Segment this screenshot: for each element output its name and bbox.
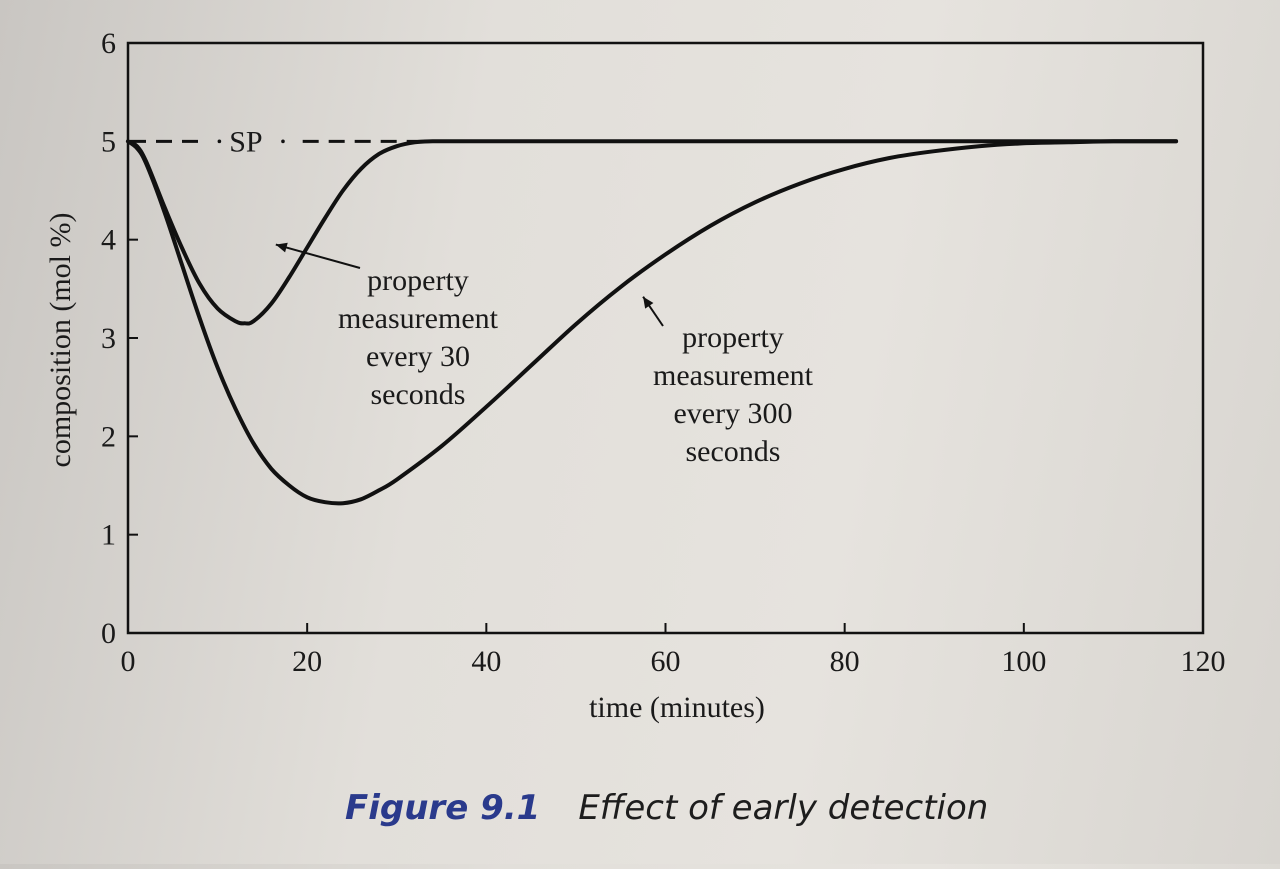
y-tick-label: 1 (101, 519, 116, 552)
y-tick-label: 0 (101, 617, 116, 650)
x-tick-label: 60 (651, 645, 681, 678)
figure-title: Effect of early detection (578, 788, 989, 828)
annotation-text: measurement (653, 359, 814, 392)
annotation-text: property (682, 321, 784, 354)
y-tick-label: 5 (101, 125, 116, 158)
annotations: property measurement every 30 seconds proper… (275, 242, 814, 468)
annotation-text: property (367, 264, 469, 297)
setpoint-label: SP (229, 125, 262, 158)
figure-number: Figure 9.1 (345, 788, 541, 828)
annotation-arrowhead (275, 242, 288, 253)
annotation-text: every 30 (366, 340, 470, 373)
plot-area-border (126, 41, 1205, 635)
x-tick-label: 120 (1181, 645, 1226, 678)
setpoint-dot (281, 139, 285, 144)
annotation-text: seconds (371, 378, 466, 411)
x-tick-label: 80 (830, 645, 860, 678)
annotation-text: measurement (338, 302, 499, 335)
annotation-arrowhead (643, 296, 654, 309)
x-tick-label: 40 (471, 645, 501, 678)
figure-caption: Figure 9.1 Effect of early detection (345, 788, 988, 828)
annotation-text: seconds (686, 435, 781, 468)
y-tick-label: 2 (101, 420, 116, 453)
x-axis: 0 20 40 60 80 100 120 (121, 623, 1226, 678)
x-tick-label: 100 (1001, 645, 1046, 678)
x-tick-label: 0 (121, 645, 136, 678)
x-tick-label: 20 (292, 645, 322, 678)
y-tick-label: 6 (101, 27, 116, 60)
series-line-1 (126, 139, 1179, 326)
series-line-2 (126, 139, 1179, 506)
annotation-arrow (275, 243, 361, 269)
y-tick-label: 4 (101, 224, 116, 257)
y-axis: 0 1 2 3 4 5 6 (101, 27, 138, 650)
y-axis-label: composition (mol %) (44, 213, 77, 468)
series-layer: SP (126, 125, 1179, 506)
y-tick-label: 3 (101, 322, 116, 355)
annotation-text: every 300 (673, 397, 792, 430)
x-axis-label: time (minutes) (589, 691, 765, 724)
setpoint-dot (217, 139, 222, 144)
